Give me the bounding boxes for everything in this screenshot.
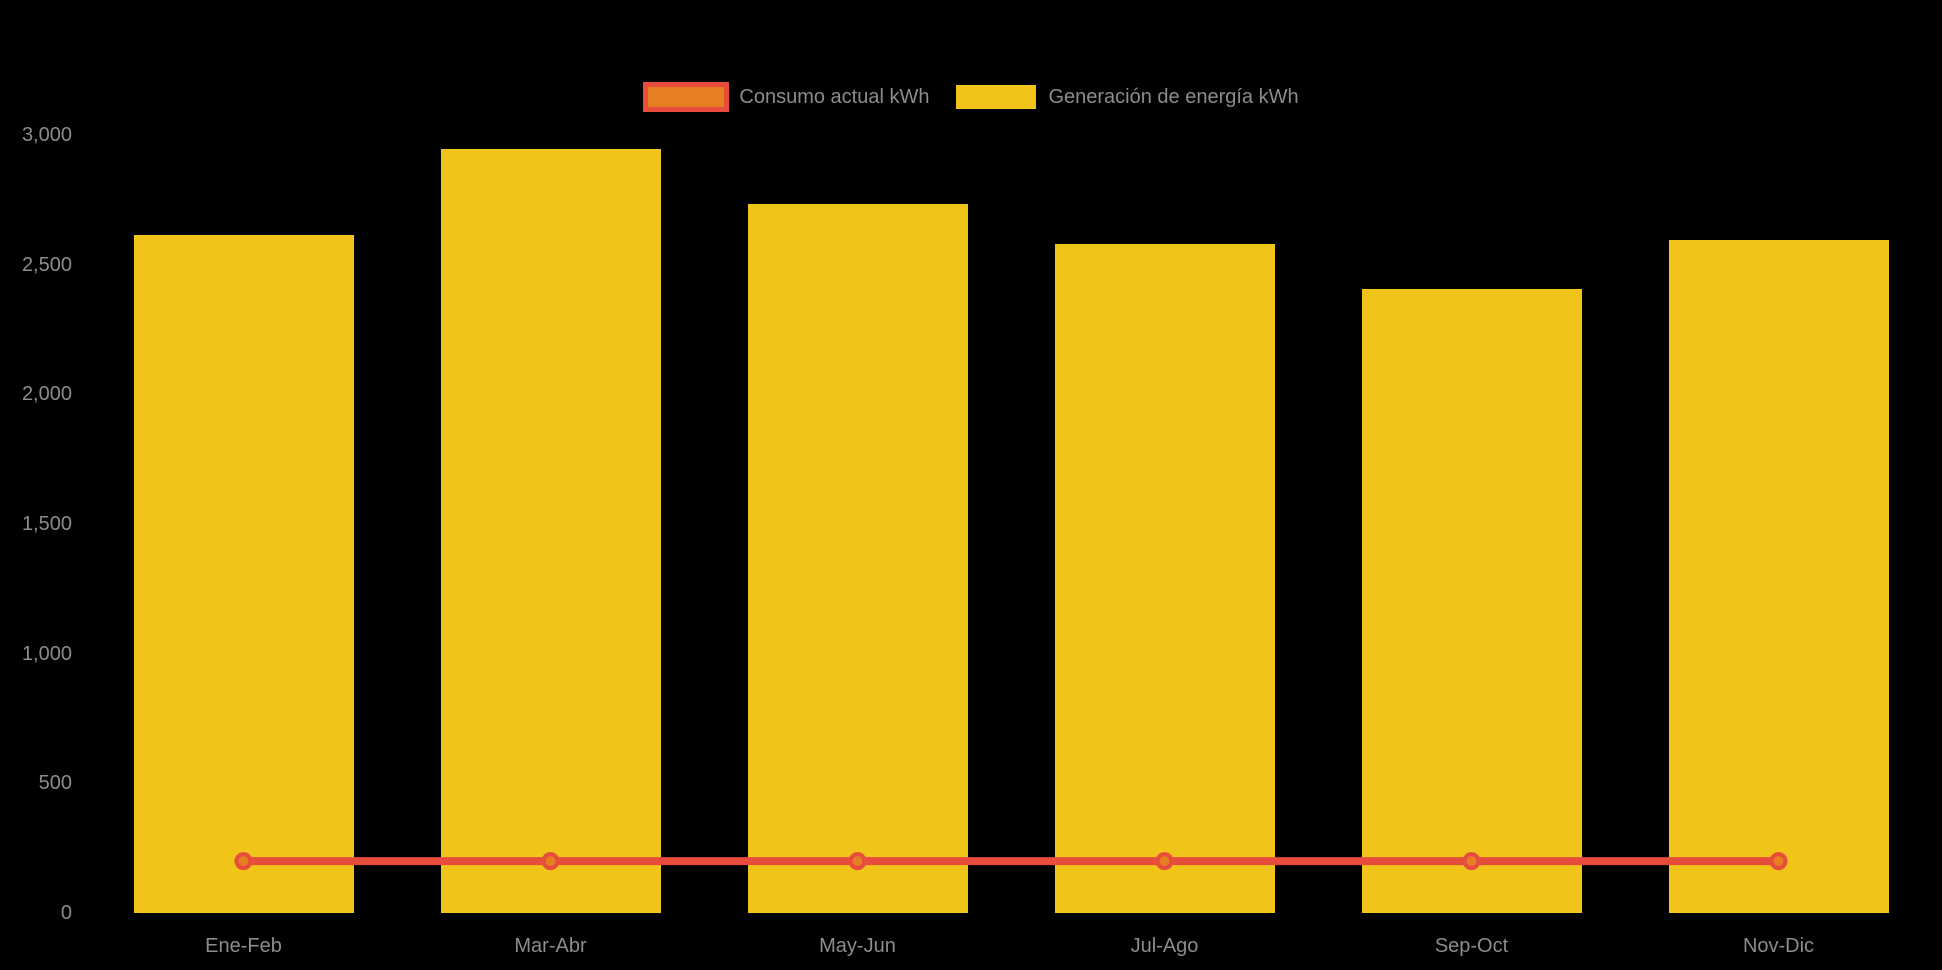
bar-nov-dic[interactable]: [1668, 240, 1889, 913]
x-label-mar-abr: Mar-Abr: [514, 935, 587, 957]
y-tick-label: 2,500: [21, 253, 72, 276]
y-tick-label: 3,000: [21, 124, 72, 146]
x-label-jul-ago: Jul-Ago: [1130, 935, 1199, 957]
y-tick-label: 2,000: [21, 383, 72, 406]
bar-may-jun[interactable]: [747, 203, 968, 913]
x-label-may-jun: May-Jun: [819, 935, 896, 957]
x-label-nov-dic: Nov-Dic: [1742, 935, 1815, 957]
y-tick-label: 1,000: [21, 642, 72, 665]
legend-label-generacion: Generación de energía kWh: [1048, 86, 1299, 108]
y-tick-label: 500: [38, 772, 72, 795]
bar-mar-abr[interactable]: [440, 149, 661, 913]
y-tick-label: 0: [60, 902, 72, 924]
bar-jul-ago[interactable]: [1054, 243, 1275, 913]
legend-label-consumo: Consumo actual kWh: [739, 86, 930, 108]
x-label-sep-oct: Sep-Oct: [1434, 935, 1509, 957]
y-tick-label: 1,500: [21, 513, 72, 535]
legend: Consumo actual kWh Generación de energía…: [0, 82, 1942, 112]
legend-item-consumo[interactable]: Consumo actual kWh: [643, 82, 929, 112]
legend-swatch-consumo-icon: [643, 82, 730, 112]
bar-ene-feb[interactable]: [133, 234, 354, 913]
legend-item-generacion[interactable]: Generación de energía kWh: [956, 82, 1299, 112]
legend-swatch-generacion-icon: [956, 85, 1037, 109]
bar-sep-oct[interactable]: [1361, 289, 1582, 913]
x-label-ene-feb: Ene-Feb: [205, 935, 282, 957]
